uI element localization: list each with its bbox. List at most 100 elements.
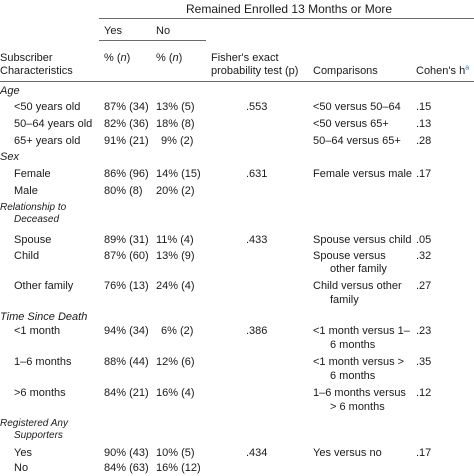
cell-no: 24% (4) xyxy=(156,280,195,292)
cell-cohen-h: .35 xyxy=(416,356,432,368)
cell-no: 20% (2) xyxy=(156,185,195,197)
cell-comparison-line1: 1–6 months versus xyxy=(313,387,406,399)
rule-header xyxy=(0,81,474,82)
section-age: Age xyxy=(0,85,20,97)
cell-no: 18% (8) xyxy=(156,118,195,130)
cell-cohen-h: .28 xyxy=(416,135,432,147)
cell-comparison: Female versus male xyxy=(313,168,413,180)
cell-comparison-line1: Child versus other xyxy=(313,280,402,292)
col-comparisons-header: Comparisons xyxy=(313,65,378,77)
no-sub-pre: % ( xyxy=(156,52,173,64)
cell-comparison: Spouse versus child xyxy=(313,234,412,246)
row-label: Male xyxy=(14,185,38,197)
cell-cohen-h: .05 xyxy=(416,234,432,246)
cell-cohen-h: .23 xyxy=(416,325,432,337)
cell-yes: 80% (8) xyxy=(104,185,143,197)
cell-cohen-h: .12 xyxy=(416,387,432,399)
rule-yes-no xyxy=(99,40,206,41)
cell-yes: 89% (31) xyxy=(104,234,149,246)
cell-comparison-line1: Spouse versus xyxy=(313,250,386,262)
cell-no: 13% (9) xyxy=(156,250,195,262)
section-sex: Sex xyxy=(0,151,19,163)
rule-group xyxy=(99,18,474,19)
col-yes-subheader: % (n) xyxy=(104,52,130,65)
cohen-footnote-marker: a xyxy=(465,64,470,72)
cell-comparison: <50 versus 65+ xyxy=(313,118,389,130)
row-label: Spouse xyxy=(14,234,52,246)
cell-comparison-line2: other family xyxy=(330,263,387,275)
yes-sub-pre: % ( xyxy=(104,52,121,64)
cell-no: 13% (5) xyxy=(156,101,195,113)
row-label: Child xyxy=(14,250,40,262)
col-yes-header: Yes xyxy=(104,25,122,37)
cell-yes: 87% (60) xyxy=(104,250,149,262)
cell-yes: 94% (34) xyxy=(104,325,149,337)
cell-p: .433 xyxy=(246,234,268,246)
no-sub-n: n xyxy=(172,52,179,64)
cell-p: .434 xyxy=(246,447,268,459)
cell-p: .386 xyxy=(246,325,268,337)
cell-no: 9% (2) xyxy=(161,135,194,147)
cell-cohen-h: .17 xyxy=(416,168,432,180)
section-registered-1: Registered Any xyxy=(0,418,68,429)
col-fisher-header-2: probability test (p) xyxy=(211,65,299,77)
cell-comparison: <50 versus 50–64 xyxy=(313,101,401,113)
row-label: Other family xyxy=(14,280,74,292)
col-no-header: No xyxy=(156,25,171,37)
section-time-since-death: Time Since Death xyxy=(0,311,88,323)
cell-no: 6% (2) xyxy=(161,325,194,337)
section-relationship-2: Deceased xyxy=(14,214,60,225)
cell-cohen-h: .15 xyxy=(416,101,432,113)
cell-no: 12% (6) xyxy=(156,356,195,368)
row-label: 65+ years old xyxy=(14,135,81,147)
row-label: 1–6 months xyxy=(14,356,72,368)
cell-cohen-h: .27 xyxy=(416,280,432,292)
row-label: Female xyxy=(14,168,51,180)
col-char-header-1: Subscriber xyxy=(0,52,53,64)
section-registered-2: Supporters xyxy=(14,430,63,441)
cell-yes: 84% (21) xyxy=(104,387,149,399)
cell-no: 10% (5) xyxy=(156,447,195,459)
col-cohen-header: Cohen's ha xyxy=(416,64,470,78)
row-label: >6 months xyxy=(14,387,66,399)
col-fisher-header-1: Fisher's exact xyxy=(211,52,279,64)
row-label: <1 month xyxy=(14,325,61,337)
cell-comparison: 50–64 versus 65+ xyxy=(313,135,401,147)
cell-yes: 90% (43) xyxy=(104,447,149,459)
col-no-subheader: % (n) xyxy=(156,52,182,65)
cell-no: 16% (4) xyxy=(156,387,195,399)
cell-comparison-line2: family xyxy=(330,294,359,306)
cohen-label: Cohen's h xyxy=(416,65,466,77)
cell-yes: 84% (63) xyxy=(104,462,149,474)
no-sub-post: ) xyxy=(178,52,183,64)
cell-comparison-line2: 6 months xyxy=(330,370,376,382)
row-label: 50–64 years old xyxy=(14,118,93,130)
cell-no: 14% (15) xyxy=(156,168,201,180)
cell-yes: 91% (21) xyxy=(104,135,149,147)
cell-yes: 87% (34) xyxy=(104,101,149,113)
cell-comparison-line2: > 6 months xyxy=(330,401,385,413)
cell-cohen-h: .13 xyxy=(416,118,432,130)
cell-comparison-line1: <1 month versus 1– xyxy=(313,325,410,337)
cell-yes: 88% (44) xyxy=(104,356,149,368)
section-relationship-1: Relationship to xyxy=(0,202,67,213)
cell-yes: 86% (96) xyxy=(104,168,149,180)
cell-no: 16% (12) xyxy=(156,462,201,474)
cell-no: 11% (4) xyxy=(156,234,194,246)
row-label: No xyxy=(14,462,29,474)
cell-comparison-line2: 6 months xyxy=(330,339,376,351)
group-header: Remained Enrolled 13 Months or More xyxy=(186,2,393,16)
row-label: Yes xyxy=(14,447,32,459)
cell-yes: 76% (13) xyxy=(104,280,149,292)
yes-sub-n: n xyxy=(120,52,127,64)
cell-p: .631 xyxy=(246,168,268,180)
yes-sub-post: ) xyxy=(126,52,131,64)
col-char-header-2: Characteristics xyxy=(0,65,73,77)
cell-p: .553 xyxy=(246,101,268,113)
cell-cohen-h: .32 xyxy=(416,250,432,262)
cell-yes: 82% (36) xyxy=(104,118,149,130)
cell-comparison-line1: <1 month versus > xyxy=(313,356,405,368)
cell-cohen-h: .17 xyxy=(416,447,432,459)
cell-comparison: Yes versus no xyxy=(313,447,382,459)
row-label: <50 years old xyxy=(14,101,81,113)
